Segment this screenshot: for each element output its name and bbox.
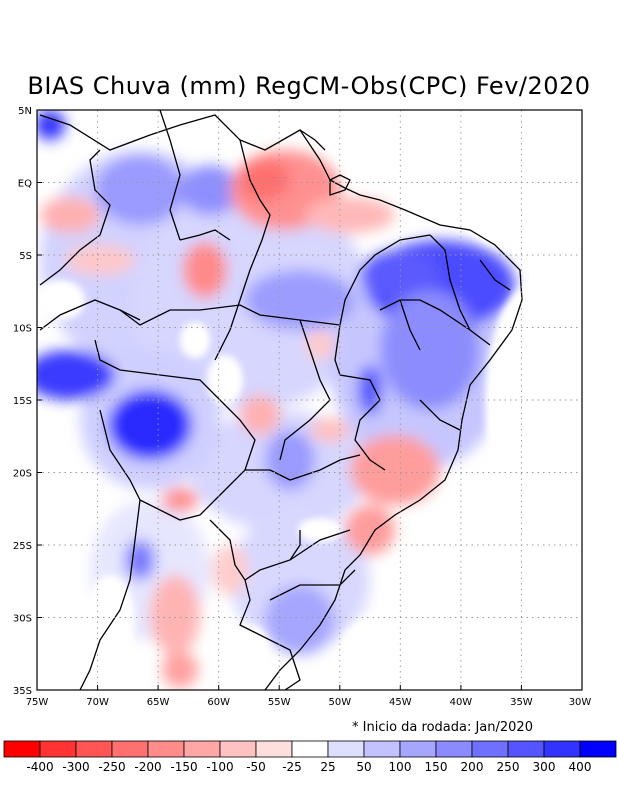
lon-label: 30W <box>569 697 592 708</box>
colorbar-label: -25 <box>282 760 302 774</box>
colorbar-label: -150 <box>170 760 197 774</box>
tick-marks <box>37 109 522 690</box>
lon-label: 45W <box>389 697 412 708</box>
colorbar-labels: -400 -300 -250 -200 -150 -100 -50 -25 25 50 100 150… <box>26 760 591 774</box>
lon-label: 50W <box>328 697 351 708</box>
colorbar-label: 300 <box>533 760 556 774</box>
colorbar-box <box>399 740 437 758</box>
lat-label: EQ <box>18 179 32 190</box>
colorbar-label: 400 <box>569 760 592 774</box>
lat-label: 10S <box>13 324 32 335</box>
lon-label: 75W <box>26 697 49 708</box>
bias-field <box>37 110 582 690</box>
colorbar-label: 250 <box>497 760 520 774</box>
colorbar-label: 200 <box>461 760 484 774</box>
lon-label: 40W <box>450 697 473 708</box>
colorbar-box <box>219 740 257 758</box>
colorbar-box <box>111 740 149 758</box>
lat-label: 5S <box>19 251 32 262</box>
colorbar-label: -100 <box>206 760 233 774</box>
lat-label: 25S <box>13 541 32 552</box>
colorbar-label: 150 <box>425 760 448 774</box>
colorbar-label: -300 <box>62 760 89 774</box>
colorbar-box <box>435 740 473 758</box>
colorbar: -400 -300 -250 -200 -150 -100 -50 -25 25 50 100 150… <box>3 740 617 774</box>
run-start-note: * Inicio da rodada: Jan/2020 <box>352 720 533 735</box>
colorbar-label: -250 <box>98 760 125 774</box>
colorbar-box <box>183 740 221 758</box>
longitude-labels: 75W 70W 65W 60W 55W 50W 45W 40W 35W 30W <box>26 697 592 708</box>
colorbar-label: -400 <box>26 760 53 774</box>
colorbar-box <box>39 740 77 758</box>
colorbar-label: -50 <box>246 760 266 774</box>
colorbar-box <box>543 740 581 758</box>
colorbar-box <box>471 740 509 758</box>
colorbar-box <box>327 740 365 758</box>
lat-label: 15S <box>13 396 32 407</box>
colorbar-box <box>363 740 401 758</box>
map-title: BIAS Chuva (mm) RegCM-Obs(CPC) Fev/2020 <box>27 72 591 100</box>
colorbar-box <box>507 740 545 758</box>
colorbar-box <box>75 740 113 758</box>
colorbar-box <box>579 740 617 758</box>
colorbar-label: 25 <box>320 760 335 774</box>
lon-label: 35W <box>510 697 533 708</box>
lon-label: 60W <box>207 697 230 708</box>
lon-label: 65W <box>147 697 170 708</box>
colorbar-label: -200 <box>134 760 161 774</box>
lat-label: 30S <box>13 614 32 625</box>
lon-label: 55W <box>268 697 291 708</box>
lon-label: 70W <box>86 697 109 708</box>
colorbar-boxes <box>3 740 617 758</box>
colorbar-box <box>291 740 329 758</box>
colorbar-label: 50 <box>356 760 371 774</box>
colorbar-box <box>3 740 41 758</box>
colorbar-label: 100 <box>389 760 412 774</box>
lat-label: 20S <box>13 469 32 480</box>
lat-label: 35S <box>13 686 32 697</box>
colorbar-box <box>147 740 185 758</box>
country-borders <box>39 110 523 690</box>
lat-label: 5N <box>18 106 32 117</box>
latitude-labels: 5N EQ 5S 10S 15S 20S 25S 30S 35S <box>13 106 32 697</box>
colorbar-box <box>255 740 293 758</box>
